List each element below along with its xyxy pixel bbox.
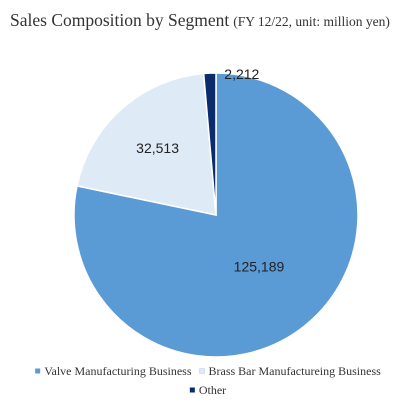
slice-brass-bar-manufactureing-business [76, 72, 217, 216]
legend-swatch-other [189, 387, 195, 393]
legend-label-valve-manufacturing-business: Valve Manufacturing Business [44, 364, 192, 378]
data-label-other: 2,212 [224, 66, 259, 82]
chart-title: Sales Composition by Segment (FY 12/22, … [10, 10, 410, 31]
legend-label-other: Other [199, 383, 226, 397]
chart-subtitle: (FY 12/22, unit: million yen) [233, 14, 390, 29]
legend: Valve Manufacturing Business Brass Bar Ma… [35, 364, 381, 397]
slice-valve-manufacturing-business [73, 72, 359, 358]
chart-title-main: Sales Composition by Segment [10, 10, 230, 30]
legend-swatch-valve-manufacturing-business [35, 368, 41, 374]
data-label-brass-bar-manufactureing-business: 32,513 [136, 140, 179, 156]
pie-slices [73, 72, 359, 358]
pie-data-labels: 125,189 32,513 2,212 [136, 66, 284, 275]
slice-other [202, 72, 217, 216]
legend-swatch-brass-bar-manufactureing-business [199, 368, 205, 374]
data-label-valve-manufacturing-business: 125,189 [234, 259, 285, 275]
legend-label-brass-bar-manufactureing-business: Brass Bar Manufactureing Business [209, 364, 382, 378]
